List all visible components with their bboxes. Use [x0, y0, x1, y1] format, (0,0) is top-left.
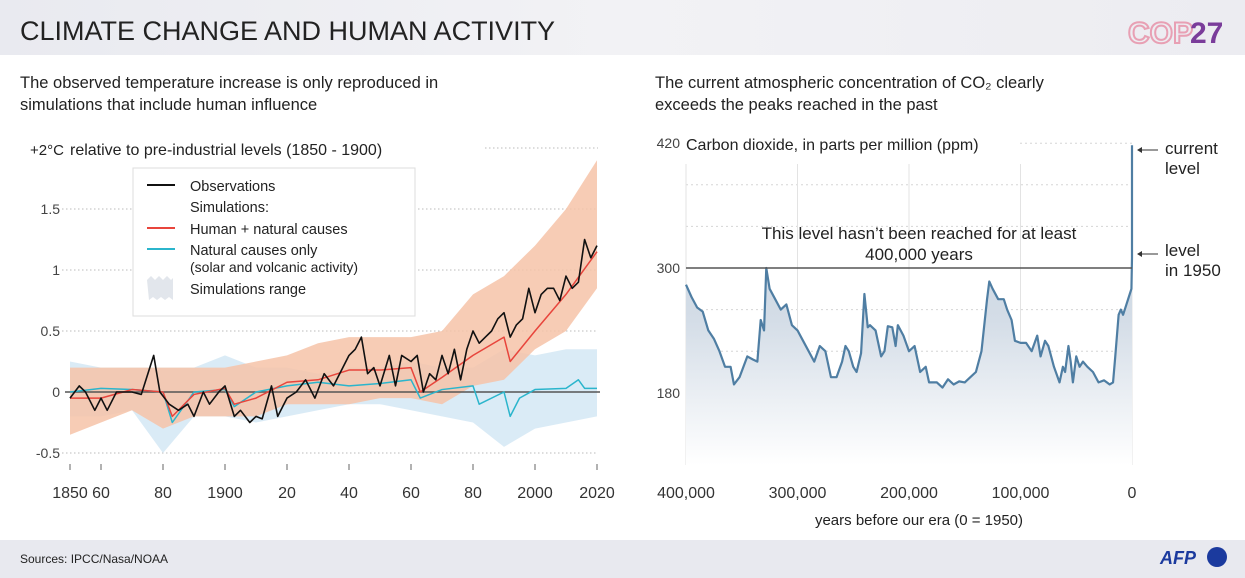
- current-level-label-line1: current: [1165, 139, 1218, 158]
- y-unit-label: +2°C: [30, 142, 64, 159]
- co2-chart: Carbon dioxide, in parts per million (pp…: [657, 135, 1221, 529]
- y-tick-label: 1.5: [41, 201, 61, 217]
- sources-text: Sources: IPCC/Nasa/NOAA: [20, 552, 168, 566]
- page-title: CLIMATE CHANGE AND HUMAN ACTIVITY: [20, 16, 555, 46]
- y-tick-label: 420: [657, 135, 681, 151]
- y-tick-label: -0.5: [36, 445, 60, 461]
- x-tick-label: 2000: [517, 485, 553, 502]
- x-tick-label: 1900: [207, 485, 243, 502]
- afp-logo: AFP: [1159, 547, 1227, 568]
- legend-human-natural: Human + natural causes: [190, 222, 348, 238]
- x-tick-label: 80: [464, 485, 482, 502]
- human-natural-line: [70, 251, 598, 418]
- legend-natural-note: (solar and volcanic activity): [190, 259, 358, 275]
- level-1950-label-line1: level: [1165, 241, 1200, 260]
- x-tick-label: 400,000: [657, 485, 715, 502]
- x-tick-label: 200,000: [880, 485, 938, 502]
- cop27-logo: COP 27: [1127, 16, 1223, 51]
- legend-simulations-header: Simulations:: [190, 200, 269, 216]
- temperature-chart: +2°C relative to pre-industrial levels (…: [30, 142, 615, 502]
- y-tick-label: 0: [52, 384, 60, 400]
- x-tick-label: 40: [340, 485, 358, 502]
- footer-band: [0, 540, 1245, 578]
- legend-observations: Observations: [190, 179, 275, 195]
- x-tick-label: 300,000: [769, 485, 827, 502]
- y-tick-label: 1: [52, 262, 60, 278]
- x-tick-label: 80: [154, 485, 172, 502]
- legend-range: Simulations range: [190, 282, 306, 298]
- header-band: [0, 0, 1245, 55]
- x-axis-label: years before our era (0 = 1950): [815, 512, 1023, 529]
- threshold-annotation-line2: 400,000 years: [865, 245, 973, 264]
- right-subtitle-line2: exceeds the peaks reached in the past: [655, 96, 938, 114]
- current-level-annotation: current level: [1137, 139, 1218, 178]
- x-tick-label: 20: [278, 485, 296, 502]
- level-1950-annotation: level in 1950: [1137, 241, 1221, 280]
- cop-logo-part2: 27: [1190, 17, 1223, 50]
- legend-box: [132, 167, 416, 317]
- x-tick-label: 0: [1128, 485, 1137, 502]
- threshold-annotation-line1: This level hasn’t been reached for at le…: [762, 224, 1077, 243]
- right-subtitle-line1: The current atmospheric concentration of…: [655, 74, 1045, 92]
- cop-logo-part1: COP: [1128, 17, 1193, 50]
- x-tick-label: 60: [402, 485, 420, 502]
- x-tick-label: 100,000: [992, 485, 1050, 502]
- y-axis-label: Carbon dioxide, in parts per million (pp…: [686, 137, 979, 154]
- y-tick-label: 180: [657, 385, 681, 401]
- legend-swatch-range: [147, 276, 173, 300]
- legend: Observations Simulations: Human + natura…: [132, 167, 416, 317]
- current-level-label-line2: level: [1165, 159, 1200, 178]
- observations-line: [69, 238, 598, 424]
- y-tick-label: 0.5: [41, 323, 61, 339]
- arrowhead-icon: [1137, 251, 1142, 257]
- afp-logo-dot: [1207, 547, 1227, 567]
- co2-line: [684, 145, 1134, 389]
- y-tick-label: 300: [657, 260, 681, 276]
- human-natural-range-band: [70, 160, 597, 435]
- natural-only-line: [69, 379, 597, 424]
- legend-natural-only: Natural causes only: [190, 243, 318, 259]
- arrowhead-icon: [1137, 147, 1142, 153]
- x-tick-label: 60: [92, 485, 110, 502]
- x-tick-label: 2020: [579, 485, 615, 502]
- afp-logo-text: AFP: [1159, 548, 1197, 568]
- co2-area: [686, 145, 1132, 465]
- x-tick-label: 1850: [52, 485, 88, 502]
- y-axis-label: relative to pre-industrial levels (1850 …: [70, 142, 382, 159]
- left-subtitle-line1: The observed temperature increase is onl…: [20, 74, 438, 92]
- left-subtitle-line2: simulations that include human influence: [20, 96, 317, 114]
- level-1950-label-line2: in 1950: [1165, 261, 1221, 280]
